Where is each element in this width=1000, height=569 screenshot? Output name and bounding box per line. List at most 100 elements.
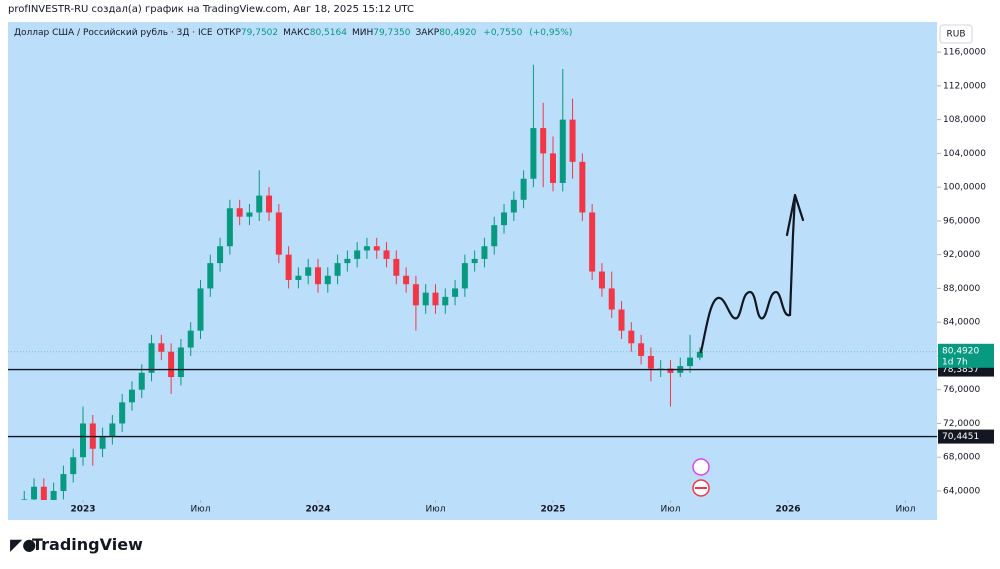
candle-body	[40, 486, 47, 500]
candle-body	[452, 288, 459, 297]
candle-body	[618, 309, 625, 331]
legend-value: 80,4920	[439, 28, 477, 38]
candle-body	[207, 263, 214, 289]
candle-body	[275, 212, 282, 255]
candle-body	[491, 225, 498, 247]
candle-body	[393, 258, 400, 276]
candle-body	[295, 275, 302, 280]
candle-body	[50, 490, 57, 500]
event-icon[interactable]	[692, 458, 710, 476]
currency-label: RUB	[946, 30, 965, 40]
candle-body	[354, 250, 361, 259]
logo-text: TradingView	[32, 535, 143, 554]
candle-body	[158, 343, 165, 352]
change-pct: (+0,95%)	[529, 28, 573, 38]
y-tick-label: 84,0000	[943, 318, 980, 328]
candle-body	[383, 250, 390, 259]
x-tick-label: 2026	[775, 505, 800, 515]
candle-body	[109, 423, 116, 437]
candle-body	[285, 254, 292, 280]
legend-key: ЗАКР	[415, 28, 440, 38]
y-tick-label: 116,0000	[943, 48, 986, 58]
candle-body	[471, 258, 478, 264]
price-label-box	[938, 429, 994, 444]
candle-body	[647, 355, 654, 369]
candle-body	[442, 296, 449, 306]
price-label: 78,3857	[942, 365, 979, 375]
last-price-label: 80,4920	[942, 346, 979, 356]
y-tick-label: 88,0000	[943, 284, 980, 294]
countdown-label: 1d 7h	[942, 357, 968, 367]
legend-value: 80,5164	[309, 28, 347, 38]
candle-body	[373, 246, 380, 251]
legend-value: 79,7502	[240, 28, 279, 38]
candle-body	[119, 402, 126, 424]
candle-body	[197, 288, 204, 331]
candle-body	[60, 474, 67, 491]
candle-body	[138, 372, 145, 390]
y-tick-label: 68,0000	[943, 453, 980, 463]
candle-body	[687, 357, 694, 367]
x-tick-label: Июл	[895, 505, 915, 515]
legend-value: 79,7350	[373, 28, 411, 38]
candle-body	[403, 275, 410, 285]
candle-body	[187, 330, 194, 348]
plot-background	[8, 22, 937, 520]
price-scale	[937, 22, 995, 520]
y-tick-label: 112,0000	[943, 81, 986, 91]
candle-body	[540, 128, 547, 154]
header: profINVESTR-RU создал(а) график на Tradi…	[8, 4, 414, 15]
candle-body	[128, 389, 135, 403]
currency-button[interactable]	[939, 24, 973, 44]
candle-body	[579, 161, 586, 213]
candle-body	[148, 343, 155, 373]
candle-body	[638, 343, 645, 356]
candle-body	[236, 208, 243, 217]
candle-body	[589, 212, 596, 272]
y-tick-label: 108,0000	[943, 115, 986, 125]
candle-body	[344, 258, 351, 264]
candle-body	[177, 347, 184, 378]
candle-body	[510, 199, 517, 213]
candle-body	[549, 153, 556, 183]
legend: Доллар США / Российский рубль · 3Д · ICE…	[14, 28, 576, 38]
candle-body	[422, 292, 429, 306]
legend-key: ОТКР	[216, 28, 241, 38]
candle-body	[501, 212, 508, 226]
candle-body	[217, 246, 224, 264]
candle-body	[696, 351, 703, 358]
y-tick-label: 100,0000	[943, 183, 986, 193]
y-tick-label: 96,0000	[943, 216, 980, 226]
legend-key: МАКС	[283, 28, 310, 38]
candle-body	[481, 246, 488, 259]
legend-items: ОТКР79,7502 МАКС80,5164 МИН79,7350 ЗАКР80,4…	[216, 28, 481, 38]
symbol: Доллар США / Российский рубль · 3Д · ICE	[14, 28, 213, 38]
candle-body	[80, 423, 87, 458]
logo[interactable]: ◤●TradingView	[10, 535, 143, 554]
legend-key: МИН	[351, 28, 374, 38]
candle-body	[461, 263, 468, 289]
candle-body	[363, 246, 370, 251]
candle-body	[530, 128, 537, 179]
x-tick-label: Июл	[190, 505, 210, 515]
candle-body	[99, 436, 106, 449]
candle-body	[667, 368, 674, 373]
event-icons	[692, 458, 710, 497]
candle-body	[598, 271, 605, 289]
x-tick-label: 2024	[305, 505, 330, 515]
candle-body	[226, 208, 233, 247]
x-tick-label: 2025	[540, 505, 565, 515]
candle-body	[31, 486, 38, 500]
candle-body	[314, 267, 321, 285]
candle-body	[246, 212, 253, 217]
candle-body	[559, 119, 566, 183]
candle-body	[569, 119, 576, 162]
candle-body	[324, 275, 331, 285]
y-tick-label: 64,0000	[943, 486, 980, 496]
price-label: 70,4451	[942, 432, 979, 442]
candle-body	[608, 288, 615, 310]
candle-body	[305, 267, 312, 276]
candle-body	[256, 195, 263, 213]
y-tick-label: 104,0000	[943, 149, 986, 159]
